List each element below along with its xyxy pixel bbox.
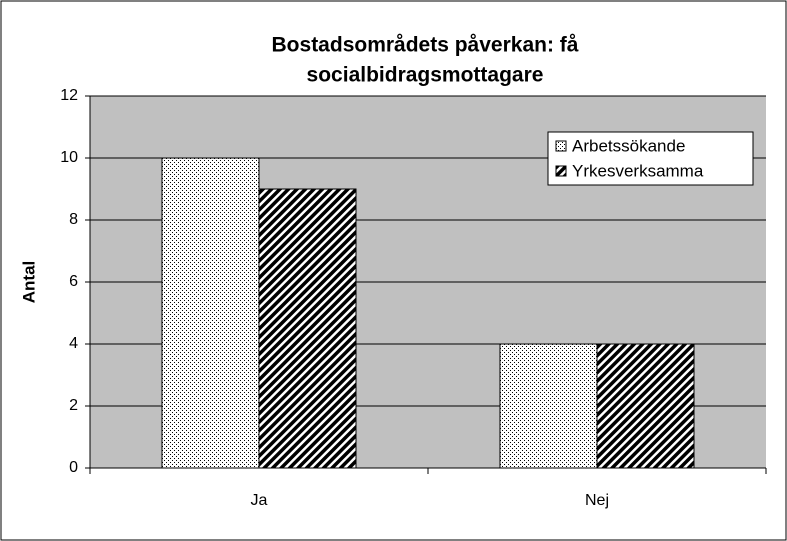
- legend-swatch: [555, 140, 567, 152]
- x-tick-label: Ja: [251, 492, 268, 509]
- bar: [161, 157, 260, 469]
- y-tick-label: 6: [69, 273, 78, 290]
- bar: [258, 188, 357, 469]
- y-tick-label: 0: [69, 459, 78, 476]
- chart-title: Bostadsområdets påverkan: få: [272, 34, 579, 57]
- bar: [596, 343, 695, 469]
- legend-box: [547, 131, 754, 186]
- legend-swatch: [555, 165, 567, 177]
- y-tick-label: 10: [60, 149, 78, 166]
- y-tick-label: 12: [60, 87, 78, 104]
- bar: [499, 343, 598, 469]
- chart-title: socialbidragsmottagare: [307, 64, 544, 87]
- y-tick-label: 8: [69, 211, 78, 228]
- y-tick-label: 2: [69, 397, 78, 414]
- legend-label: Yrkesverksamma: [572, 161, 704, 180]
- y-tick-label: 4: [69, 335, 78, 352]
- legend-label: Arbetssökande: [572, 136, 685, 155]
- y-axis-label: Antal: [19, 261, 38, 304]
- x-tick-label: Nej: [585, 492, 609, 509]
